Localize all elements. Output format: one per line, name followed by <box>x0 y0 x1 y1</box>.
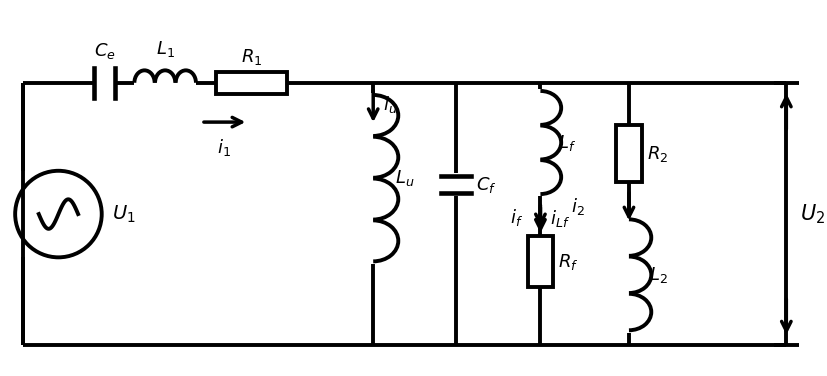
Bar <box>615 125 641 182</box>
Text: $R_f$: $R_f$ <box>557 252 578 272</box>
Text: $C_e$: $C_e$ <box>93 41 116 61</box>
Text: $C_f$: $C_f$ <box>475 174 495 194</box>
Text: $i_{Lf}$: $i_{Lf}$ <box>550 208 570 229</box>
Text: $R_1$: $R_1$ <box>241 47 261 67</box>
Bar <box>527 236 552 287</box>
Text: $U_1$: $U_1$ <box>112 203 135 225</box>
Text: $i_2$: $i_2$ <box>571 196 584 217</box>
Text: $i_1$: $i_1$ <box>217 137 231 158</box>
Text: $L_1$: $L_1$ <box>155 39 174 59</box>
Text: $U_2$: $U_2$ <box>799 202 825 226</box>
Text: $i_f$: $i_f$ <box>509 207 522 228</box>
Text: $L_f$: $L_f$ <box>557 132 576 153</box>
Text: $R_2$: $R_2$ <box>646 144 667 164</box>
Text: $L_u$: $L_u$ <box>394 168 414 188</box>
Text: $L_2$: $L_2$ <box>648 265 667 285</box>
Text: $i_u$: $i_u$ <box>383 94 397 115</box>
Bar <box>216 72 286 94</box>
